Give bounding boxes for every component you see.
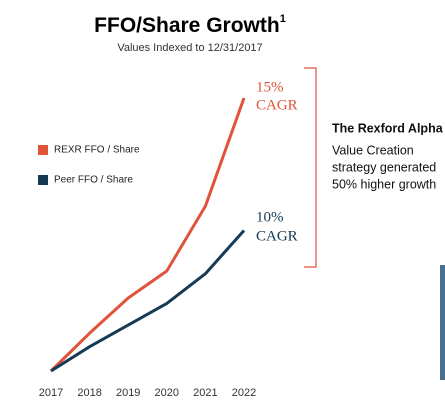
series-line xyxy=(49,97,246,373)
x-tick-label: 2017 xyxy=(39,387,63,399)
annotation-pct: 10% xyxy=(256,209,284,225)
title-text: FFO/Share Growth xyxy=(94,14,280,37)
side-bar xyxy=(440,265,445,380)
x-tick-label: 2018 xyxy=(77,387,101,399)
x-tick-label: 2021 xyxy=(193,387,217,399)
annotation-pct: 15% xyxy=(256,79,284,95)
legend-swatch xyxy=(38,175,48,185)
annotation-label: CAGR xyxy=(256,97,298,113)
subtitle: Values Indexed to 12/31/2017 xyxy=(117,42,262,54)
bracket xyxy=(304,67,317,268)
series-line xyxy=(50,229,246,373)
x-tick-label: 2022 xyxy=(232,387,256,399)
side-line: 50% higher growth xyxy=(332,177,436,191)
legend-label: REXR FFO / Share xyxy=(54,145,140,156)
title-footnote: 1 xyxy=(280,13,286,25)
side-line: Value Creation xyxy=(332,143,414,157)
legend-label: Peer FFO / Share xyxy=(54,175,133,186)
legend-swatch xyxy=(38,145,48,155)
x-tick-label: 2019 xyxy=(116,387,140,399)
side-line: strategy generated xyxy=(332,160,436,174)
x-tick-label: 2020 xyxy=(155,387,179,399)
side-heading: The Rexford Alpha xyxy=(332,121,444,135)
annotation-label: CAGR xyxy=(256,228,298,244)
chart-title: FFO/Share Growth1 xyxy=(94,13,286,37)
